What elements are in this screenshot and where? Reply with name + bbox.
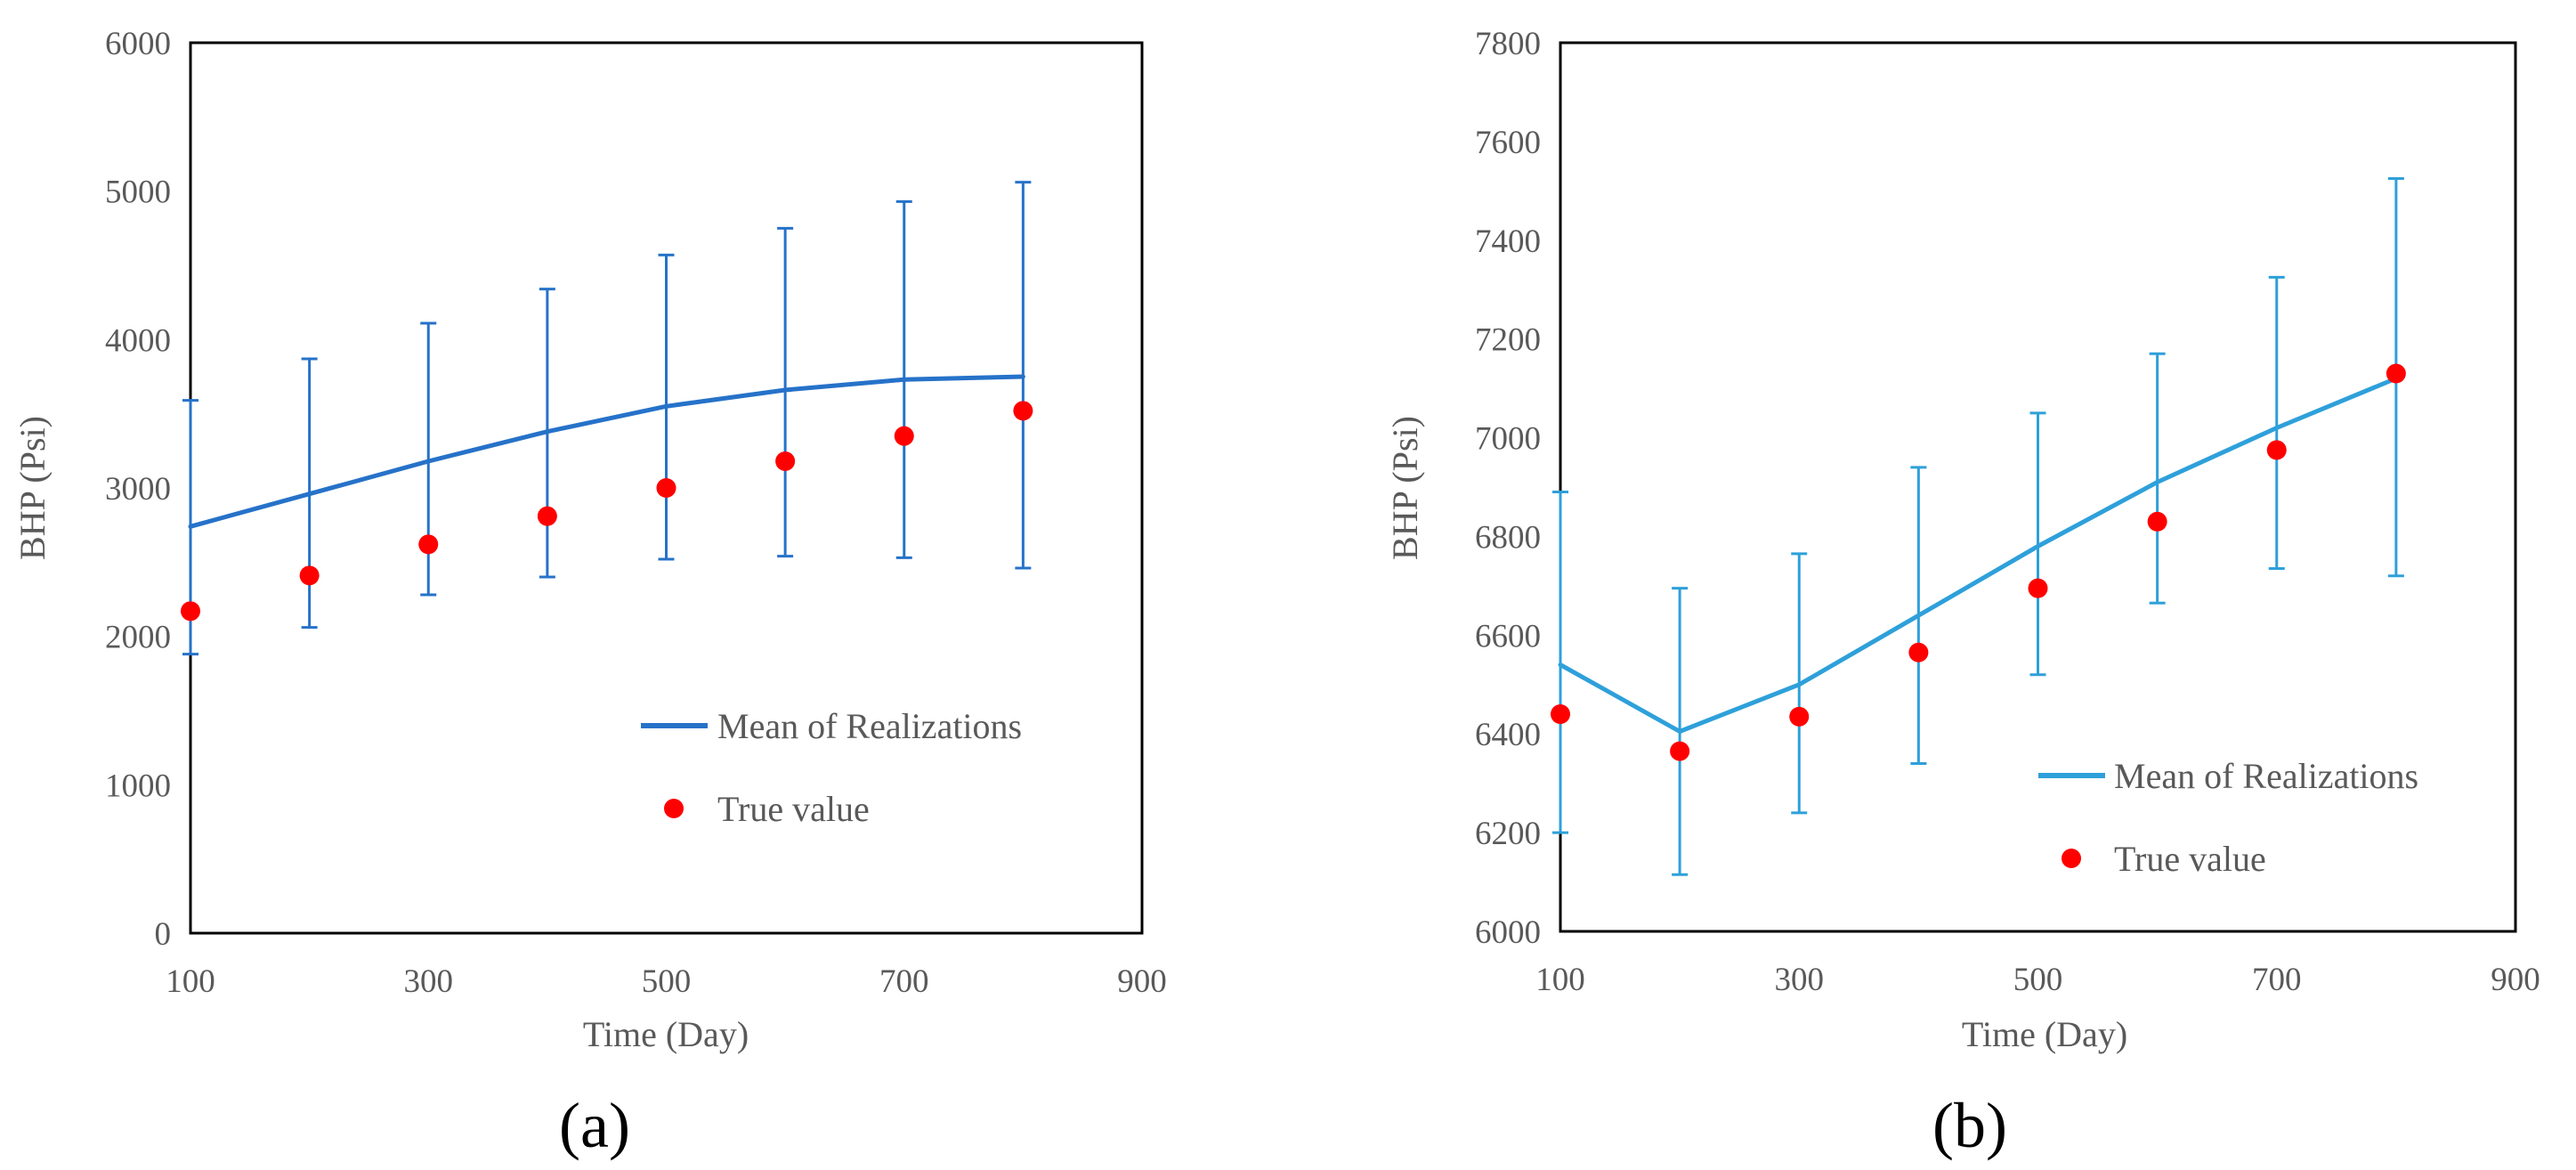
mean-line-b-group bbox=[1558, 376, 2399, 734]
x-ticks-b: 100 300 500 700 900 bbox=[1535, 962, 2540, 998]
y-tick-label-b: 7000 bbox=[1475, 421, 1541, 458]
legend-a: Mean of Realizations True value bbox=[641, 706, 1022, 829]
error-bar-b bbox=[2268, 275, 2285, 570]
y-tick-label-a: 2000 bbox=[105, 620, 171, 656]
panel-label-b: (b) bbox=[1932, 1090, 2007, 1161]
true-value-point-a bbox=[775, 451, 796, 471]
true-value-point-a bbox=[181, 601, 200, 622]
y-axis-title-a: BHP (Psi) bbox=[12, 416, 53, 560]
y-tick-label-b: 6200 bbox=[1475, 816, 1541, 852]
x-tick-label-b: 900 bbox=[2491, 962, 2540, 998]
panel-label-a-text: (a) bbox=[559, 1090, 630, 1161]
y-tick-label-b: 6800 bbox=[1475, 519, 1541, 556]
y-tick-label-b: 6000 bbox=[1475, 914, 1541, 951]
true-points-b bbox=[1551, 363, 2406, 761]
mean-line-a-group bbox=[188, 374, 1025, 529]
legend-b: Mean of Realizations True value bbox=[2038, 756, 2418, 879]
legend-b-mean-label: Mean of Realizations bbox=[2114, 756, 2418, 796]
true-value-point-a bbox=[418, 534, 439, 555]
true-value-point-a bbox=[299, 565, 320, 586]
true-value-point-b bbox=[1670, 741, 1690, 761]
x-ticks-a: 100 300 500 700 900 bbox=[166, 963, 1167, 1000]
y-axis-title-b: BHP (Psi) bbox=[1385, 416, 1425, 560]
panel-label-a: (a) bbox=[559, 1090, 630, 1161]
true-value-point-b bbox=[1551, 704, 1570, 725]
mean-line-b bbox=[1558, 376, 2399, 734]
y-tick-label-b: 6400 bbox=[1475, 717, 1541, 753]
chart-a: 0 1000 2000 3000 4000 5000 6000 100 300 500 700 90… bbox=[12, 26, 1167, 1161]
true-points-a bbox=[181, 401, 1033, 622]
legend-b-dot-swatch bbox=[2062, 849, 2081, 868]
y-tick-label-a: 1000 bbox=[105, 768, 171, 804]
legend-a-dot-swatch bbox=[664, 799, 684, 818]
y-tick-label-a: 5000 bbox=[105, 175, 171, 211]
x-tick-label-b: 500 bbox=[2013, 962, 2063, 998]
y-tick-label-a: 0 bbox=[155, 916, 172, 953]
y-tick-label-a: 3000 bbox=[105, 471, 171, 508]
true-value-point-a bbox=[656, 478, 676, 498]
y-tick-label-a: 6000 bbox=[105, 26, 171, 62]
y-tick-label-a: 4000 bbox=[105, 322, 171, 359]
x-tick-label-b: 700 bbox=[2252, 962, 2302, 998]
x-tick-label-a: 100 bbox=[166, 963, 215, 1000]
true-value-point-a bbox=[1013, 401, 1033, 421]
legend-b-true-label: True value bbox=[2114, 839, 2266, 879]
true-value-point-b bbox=[2266, 440, 2287, 460]
x-tick-label-a: 900 bbox=[1117, 963, 1167, 1000]
true-value-point-a bbox=[537, 506, 557, 526]
y-ticks-a: 0 1000 2000 3000 4000 5000 6000 bbox=[105, 26, 171, 953]
x-axis-title-a: Time (Day) bbox=[583, 1014, 749, 1054]
y-tick-label-b: 7800 bbox=[1475, 26, 1541, 62]
panel-label-b-text: (b) bbox=[1932, 1090, 2007, 1161]
legend-a-true-label: True value bbox=[717, 789, 870, 829]
true-value-point-b bbox=[2147, 511, 2167, 532]
x-tick-label-b: 100 bbox=[1535, 962, 1585, 998]
mean-line-a bbox=[188, 374, 1025, 529]
x-axis-title-b: Time (Day) bbox=[1962, 1014, 2127, 1054]
x-tick-label-a: 700 bbox=[879, 963, 929, 1000]
x-tick-label-b: 300 bbox=[1775, 962, 1825, 998]
error-bar-b bbox=[2149, 352, 2166, 605]
y-ticks-b: 6000 6200 6400 6600 6800 7000 7200 7400 7600 7800 bbox=[1475, 26, 1541, 951]
chart-b: 6000 6200 6400 6600 6800 7000 7200 7400 7600 7800… bbox=[1385, 26, 2540, 1161]
true-value-point-b bbox=[1789, 706, 1810, 727]
x-tick-label-a: 300 bbox=[404, 963, 454, 1000]
true-value-point-b bbox=[1908, 642, 1929, 662]
y-tick-label-b: 7400 bbox=[1475, 223, 1541, 260]
true-value-point-b bbox=[2386, 363, 2406, 384]
legend-a-mean-label: Mean of Realizations bbox=[717, 706, 1022, 746]
true-value-point-a bbox=[894, 426, 914, 446]
y-tick-label-b: 6600 bbox=[1475, 618, 1541, 654]
y-tick-label-b: 7200 bbox=[1475, 322, 1541, 359]
x-tick-label-a: 500 bbox=[642, 963, 692, 1000]
error-bar-b bbox=[1552, 491, 1568, 834]
y-tick-label-b: 7600 bbox=[1475, 125, 1541, 161]
true-value-point-b bbox=[2028, 578, 2048, 598]
